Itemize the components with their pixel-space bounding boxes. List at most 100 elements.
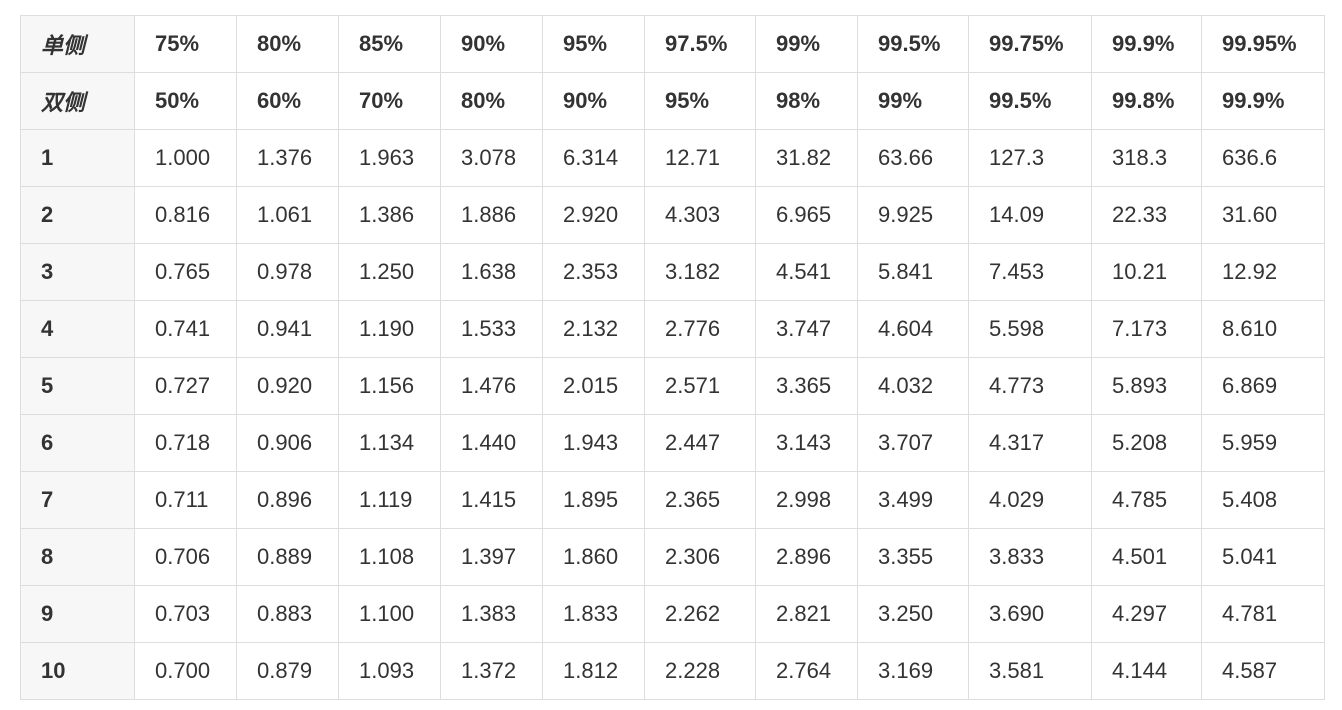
degrees-of-freedom-cell: 8 (20, 528, 135, 586)
critical-value-cell: 63.66 (857, 129, 969, 187)
confidence-level-cell: 99.5% (857, 15, 969, 73)
critical-value-cell: 0.700 (134, 642, 237, 700)
critical-value-cell: 1.100 (338, 585, 441, 643)
degrees-of-freedom-cell: 4 (20, 300, 135, 358)
t-distribution-table: 单侧 75% 80% 85% 90% 95% 97.5% 99% 99.5% 99.75% 99.9… (20, 15, 1325, 700)
degrees-of-freedom-cell: 6 (20, 414, 135, 472)
confidence-level-cell: 99% (857, 72, 969, 130)
confidence-level-cell: 90% (440, 15, 543, 73)
critical-value-cell: 1.533 (440, 300, 543, 358)
critical-value-cell: 2.998 (755, 471, 858, 529)
critical-value-cell: 2.365 (644, 471, 756, 529)
confidence-level-cell: 99.9% (1091, 15, 1202, 73)
critical-value-cell: 2.447 (644, 414, 756, 472)
critical-value-cell: 1.638 (440, 243, 543, 301)
critical-value-cell: 2.896 (755, 528, 858, 586)
degrees-of-freedom-cell: 1 (20, 129, 135, 187)
critical-value-cell: 0.706 (134, 528, 237, 586)
critical-value-cell: 0.889 (236, 528, 339, 586)
critical-value-cell: 4.587 (1201, 642, 1325, 700)
critical-value-cell: 1.833 (542, 585, 645, 643)
confidence-level-cell: 90% (542, 72, 645, 130)
critical-value-cell: 318.3 (1091, 129, 1202, 187)
confidence-level-cell: 50% (134, 72, 237, 130)
critical-value-cell: 1.383 (440, 585, 543, 643)
critical-value-cell: 2.776 (644, 300, 756, 358)
critical-value-cell: 1.108 (338, 528, 441, 586)
critical-value-cell: 2.015 (542, 357, 645, 415)
critical-value-cell: 3.365 (755, 357, 858, 415)
critical-value-cell: 3.499 (857, 471, 969, 529)
critical-value-cell: 4.604 (857, 300, 969, 358)
critical-value-cell: 1.376 (236, 129, 339, 187)
confidence-level-cell: 70% (338, 72, 441, 130)
critical-value-cell: 1.372 (440, 642, 543, 700)
critical-value-cell: 3.690 (968, 585, 1092, 643)
critical-value-cell: 1.119 (338, 471, 441, 529)
critical-value-cell: 1.886 (440, 186, 543, 244)
critical-value-cell: 0.711 (134, 471, 237, 529)
degrees-of-freedom-cell: 5 (20, 357, 135, 415)
confidence-level-cell: 60% (236, 72, 339, 130)
critical-value-cell: 0.718 (134, 414, 237, 472)
critical-value-cell: 2.353 (542, 243, 645, 301)
critical-value-cell: 2.764 (755, 642, 858, 700)
critical-value-cell: 4.297 (1091, 585, 1202, 643)
confidence-level-cell: 95% (542, 15, 645, 73)
critical-value-cell: 10.21 (1091, 243, 1202, 301)
critical-value-cell: 5.408 (1201, 471, 1325, 529)
critical-value-cell: 1.440 (440, 414, 543, 472)
critical-value-cell: 5.841 (857, 243, 969, 301)
critical-value-cell: 0.703 (134, 585, 237, 643)
critical-value-cell: 1.156 (338, 357, 441, 415)
critical-value-cell: 7.453 (968, 243, 1092, 301)
critical-value-cell: 1.963 (338, 129, 441, 187)
critical-value-cell: 636.6 (1201, 129, 1325, 187)
critical-value-cell: 4.541 (755, 243, 858, 301)
critical-value-cell: 1.860 (542, 528, 645, 586)
critical-value-cell: 1.386 (338, 186, 441, 244)
critical-value-cell: 14.09 (968, 186, 1092, 244)
critical-value-cell: 7.173 (1091, 300, 1202, 358)
t-distribution-table-container: 单侧 75% 80% 85% 90% 95% 97.5% 99% 99.5% 99.75% 99.9… (20, 15, 1325, 700)
degrees-of-freedom-cell: 3 (20, 243, 135, 301)
critical-value-cell: 4.303 (644, 186, 756, 244)
confidence-level-cell: 99.8% (1091, 72, 1202, 130)
critical-value-cell: 4.144 (1091, 642, 1202, 700)
table-row: 1 1.000 1.376 1.963 3.078 6.314 12.71 31.82 63.6… (20, 129, 1325, 187)
table-row: 5 0.727 0.920 1.156 1.476 2.015 2.571 3.365 4.03… (20, 357, 1325, 415)
critical-value-cell: 6.314 (542, 129, 645, 187)
critical-value-cell: 0.978 (236, 243, 339, 301)
critical-value-cell: 3.707 (857, 414, 969, 472)
table-row: 9 0.703 0.883 1.100 1.383 1.833 2.262 2.821 3.25… (20, 585, 1325, 643)
critical-value-cell: 4.781 (1201, 585, 1325, 643)
degrees-of-freedom-cell: 2 (20, 186, 135, 244)
confidence-level-cell: 99.75% (968, 15, 1092, 73)
table-row: 4 0.741 0.941 1.190 1.533 2.132 2.776 3.747 4.60… (20, 300, 1325, 358)
critical-value-cell: 31.60 (1201, 186, 1325, 244)
critical-value-cell: 1.134 (338, 414, 441, 472)
critical-value-cell: 4.032 (857, 357, 969, 415)
critical-value-cell: 2.920 (542, 186, 645, 244)
critical-value-cell: 5.959 (1201, 414, 1325, 472)
critical-value-cell: 22.33 (1091, 186, 1202, 244)
critical-value-cell: 1.943 (542, 414, 645, 472)
critical-value-cell: 0.816 (134, 186, 237, 244)
critical-value-cell: 3.143 (755, 414, 858, 472)
confidence-level-cell: 75% (134, 15, 237, 73)
confidence-level-cell: 99% (755, 15, 858, 73)
table-body: 单侧 75% 80% 85% 90% 95% 97.5% 99% 99.5% 99.75% 99.9… (20, 15, 1325, 700)
critical-value-cell: 1.093 (338, 642, 441, 700)
critical-value-cell: 4.773 (968, 357, 1092, 415)
critical-value-cell: 2.262 (644, 585, 756, 643)
critical-value-cell: 0.896 (236, 471, 339, 529)
critical-value-cell: 2.821 (755, 585, 858, 643)
confidence-level-cell: 80% (236, 15, 339, 73)
critical-value-cell: 3.078 (440, 129, 543, 187)
critical-value-cell: 6.965 (755, 186, 858, 244)
table-row: 3 0.765 0.978 1.250 1.638 2.353 3.182 4.541 5.84… (20, 243, 1325, 301)
confidence-level-cell: 85% (338, 15, 441, 73)
critical-value-cell: 0.879 (236, 642, 339, 700)
confidence-level-cell: 99.95% (1201, 15, 1325, 73)
critical-value-cell: 1.415 (440, 471, 543, 529)
